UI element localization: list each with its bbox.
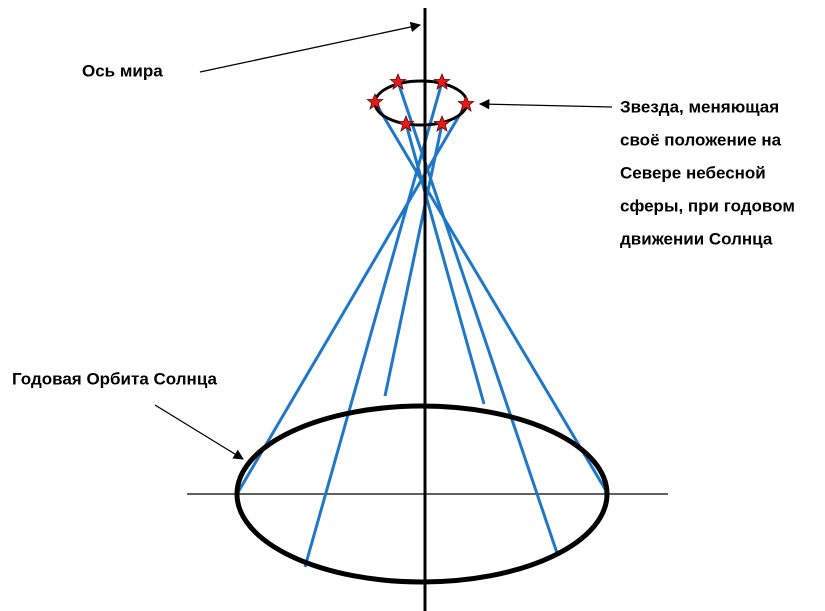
star-arrow — [480, 104, 612, 107]
star-label-line: Звезда, меняющая — [620, 97, 779, 116]
axis-label: Ось мира — [82, 61, 163, 80]
star-label: Звезда, меняющая своё положение на Севере … — [620, 97, 795, 248]
star-label-line: движении Солнца — [620, 229, 773, 248]
page: Ось мира Годовая Орбита Солнца Звезда, м… — [0, 0, 825, 611]
star-label-line: сферы, при годовом — [620, 196, 795, 215]
star-label-line: Севере небесной — [620, 163, 766, 182]
star-circle — [375, 81, 467, 125]
diagram: Ось мира Годовая Орбита Солнца Звезда, м… — [0, 0, 825, 611]
axis-arrow — [200, 25, 420, 72]
star-label-line: своё положение на — [620, 130, 782, 149]
orbit-arrow — [155, 405, 243, 459]
stars — [367, 74, 473, 131]
orbit-label: Годовая Орбита Солнца — [12, 369, 217, 388]
